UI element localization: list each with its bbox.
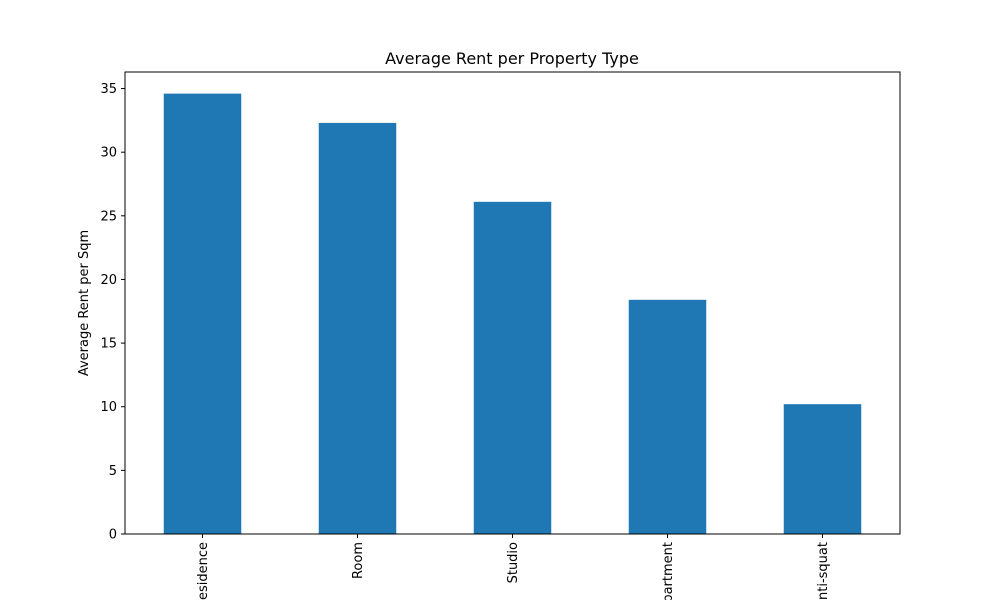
- y-tick-label: 25: [100, 209, 117, 224]
- y-axis: 0 5 10 15 20 25 30 35: [100, 82, 125, 543]
- bars-group: [163, 93, 862, 535]
- y-tick-label: 15: [100, 337, 117, 352]
- chart-title: Average Rent per Property Type: [385, 49, 639, 68]
- y-axis-label: Average Rent per Sqm: [77, 230, 92, 376]
- bar-apartment: [628, 299, 707, 534]
- x-tick-label: Anti-squat: [816, 542, 831, 600]
- y-tick-label: 0: [109, 528, 117, 543]
- x-tick-label: Studio: [506, 542, 521, 583]
- y-tick-label: 20: [100, 273, 117, 288]
- x-axis: Residence Room Studio Apartment Anti-squat: [196, 534, 831, 600]
- y-tick-label: 30: [100, 146, 117, 161]
- x-tick-label: Room: [351, 542, 366, 579]
- bar-residence: [163, 93, 242, 535]
- bar-studio: [473, 201, 552, 534]
- x-tick-label: Residence: [196, 542, 211, 600]
- x-tick-label: Apartment: [661, 542, 676, 600]
- y-tick-label: 10: [100, 400, 117, 415]
- y-tick-label: 5: [109, 464, 117, 479]
- bar-anti-squat: [783, 404, 862, 534]
- y-tick-label: 35: [100, 82, 117, 97]
- bar-room: [318, 122, 397, 534]
- plot-frame: [124, 71, 901, 535]
